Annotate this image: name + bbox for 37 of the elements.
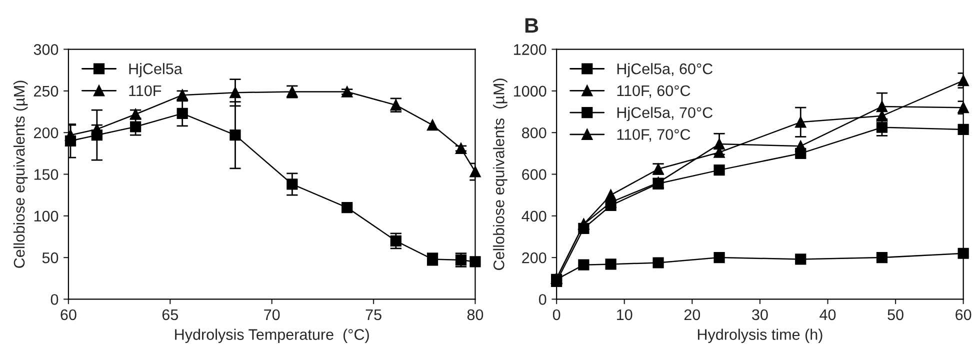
y-tick-label: 100: [34, 210, 58, 222]
x-tick-label: 80: [467, 309, 484, 320]
x-tick-label: 30: [752, 309, 768, 320]
y-tick-label: 150: [34, 169, 58, 180]
x-axis-title: Hydrolysis Temperature (°C): [175, 328, 369, 343]
x-tick-label: 65: [162, 309, 178, 320]
x-tick-label: 20: [684, 309, 700, 320]
legend-label: HjCel5a: [129, 63, 182, 78]
x-tick-label: 10: [617, 309, 632, 320]
x-tick-label: 70: [264, 309, 280, 320]
y-axis-title: Cellobiose equivalents (µM): [493, 78, 508, 270]
y-tick-label: 0: [538, 294, 546, 305]
y-tick-label: 600: [522, 169, 546, 180]
legend-label: HjCel5a, 60°C: [617, 63, 713, 78]
y-tick-label: 300: [34, 44, 58, 55]
y-tick-label: 200: [522, 252, 546, 264]
x-tick-label: 60: [60, 309, 76, 320]
x-tick-label: 75: [366, 309, 382, 320]
y-tick-label: 400: [522, 210, 546, 222]
x-tick-label: 40: [820, 309, 836, 320]
chart-title: B: [525, 18, 538, 33]
y-tick-label: 50: [42, 252, 58, 264]
legend-label: HjCel5a, 70°C: [617, 106, 713, 122]
y-tick-label: 1200: [514, 44, 546, 55]
legend-label: 110F: [129, 85, 162, 96]
y-tick-label: 0: [50, 294, 58, 305]
y-tick-label: 200: [34, 127, 58, 138]
y-tick-label: 800: [522, 127, 546, 138]
y-tick-label: 250: [34, 86, 58, 97]
y-tick-label: 1000: [514, 86, 546, 97]
legend-label: 110F, 70°C: [617, 129, 690, 142]
legend-label: 110F, 60°C: [617, 85, 690, 98]
x-tick-label: 60: [956, 309, 972, 320]
y-axis-title: Cellobiose equivalents (µM): [13, 80, 28, 268]
x-axis-title: Hydrolysis time (h): [698, 328, 822, 343]
x-tick-label: 0: [552, 309, 560, 320]
x-tick-label: 50: [888, 309, 904, 320]
